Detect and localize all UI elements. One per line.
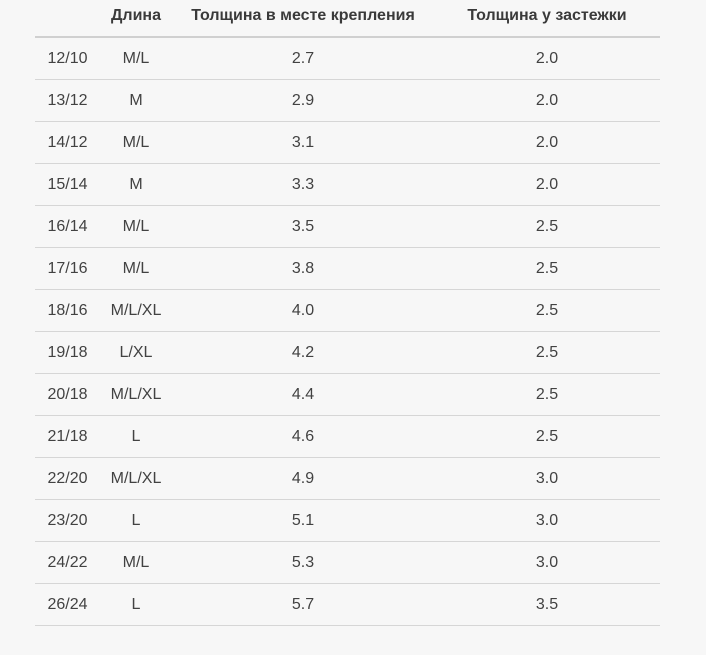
table-row: 22/20 M/L/XL 4.9 3.0 [35,457,660,500]
cell-thickness-mount: 4.9 [172,457,434,500]
cell-thickness-clasp: 2.0 [434,121,660,164]
cell-thickness-clasp: 2.0 [434,37,660,80]
cell-thickness-clasp: 2.0 [434,163,660,206]
cell-thickness-mount: 4.6 [172,415,434,458]
cell-thickness-clasp: 2.5 [434,205,660,248]
cell-thickness-clasp: 3.0 [434,457,660,500]
cell-size: 26/24 [35,583,100,626]
table-body: 12/10 M/L 2.7 2.0 13/12 M 2.9 2.0 14/12 … [35,37,660,626]
size-chart-container: Длина Толщина в месте крепления Толщина … [35,2,660,626]
size-chart-table: Длина Толщина в месте крепления Толщина … [35,2,660,626]
table-row: 17/16 M/L 3.8 2.5 [35,247,660,290]
cell-thickness-mount: 3.3 [172,163,434,206]
cell-length: M/L [100,37,172,80]
cell-thickness-mount: 3.5 [172,205,434,248]
cell-length: M [100,79,172,122]
cell-length: M/L/XL [100,457,172,500]
cell-length: M/L/XL [100,289,172,332]
cell-length: L [100,583,172,626]
table-row: 12/10 M/L 2.7 2.0 [35,37,660,80]
table-row: 13/12 M 2.9 2.0 [35,79,660,122]
cell-size: 16/14 [35,205,100,248]
col-header-length: Длина [100,2,172,38]
cell-thickness-mount: 5.7 [172,583,434,626]
col-header-thickness-clasp: Толщина у застежки [434,2,660,38]
cell-size: 14/12 [35,121,100,164]
cell-thickness-mount: 4.4 [172,373,434,416]
col-header-size [35,2,100,38]
cell-length: M/L [100,247,172,290]
cell-thickness-clasp: 2.0 [434,79,660,122]
cell-thickness-mount: 2.7 [172,37,434,80]
cell-thickness-clasp: 3.5 [434,583,660,626]
cell-length: M [100,163,172,206]
cell-length: M/L [100,541,172,584]
cell-thickness-mount: 2.9 [172,79,434,122]
cell-thickness-clasp: 2.5 [434,289,660,332]
cell-thickness-clasp: 2.5 [434,373,660,416]
cell-thickness-clasp: 3.0 [434,499,660,542]
cell-size: 13/12 [35,79,100,122]
cell-size: 23/20 [35,499,100,542]
cell-thickness-mount: 4.0 [172,289,434,332]
cell-length: M/L [100,205,172,248]
cell-length: L [100,499,172,542]
table-row: 24/22 M/L 5.3 3.0 [35,541,660,584]
cell-length: M/L [100,121,172,164]
cell-thickness-clasp: 3.0 [434,541,660,584]
table-header: Длина Толщина в месте крепления Толщина … [35,2,660,38]
cell-size: 19/18 [35,331,100,374]
cell-size: 20/18 [35,373,100,416]
cell-size: 21/18 [35,415,100,458]
cell-size: 17/16 [35,247,100,290]
table-row: 19/18 L/XL 4.2 2.5 [35,331,660,374]
table-header-row: Длина Толщина в месте крепления Толщина … [35,2,660,38]
cell-thickness-clasp: 2.5 [434,331,660,374]
table-row: 23/20 L 5.1 3.0 [35,499,660,542]
cell-size: 12/10 [35,37,100,80]
table-row: 20/18 M/L/XL 4.4 2.5 [35,373,660,416]
cell-length: M/L/XL [100,373,172,416]
cell-size: 22/20 [35,457,100,500]
cell-thickness-clasp: 2.5 [434,247,660,290]
table-row: 18/16 M/L/XL 4.0 2.5 [35,289,660,332]
table-row: 14/12 M/L 3.1 2.0 [35,121,660,164]
cell-size: 15/14 [35,163,100,206]
cell-thickness-mount: 3.8 [172,247,434,290]
table-row: 16/14 M/L 3.5 2.5 [35,205,660,248]
col-header-thickness-mount: Толщина в месте крепления [172,2,434,38]
cell-thickness-mount: 4.2 [172,331,434,374]
cell-thickness-clasp: 2.5 [434,415,660,458]
table-row: 21/18 L 4.6 2.5 [35,415,660,458]
table-row: 26/24 L 5.7 3.5 [35,583,660,626]
cell-size: 24/22 [35,541,100,584]
cell-size: 18/16 [35,289,100,332]
cell-thickness-mount: 3.1 [172,121,434,164]
table-row: 15/14 M 3.3 2.0 [35,163,660,206]
cell-thickness-mount: 5.1 [172,499,434,542]
cell-length: L [100,415,172,458]
cell-thickness-mount: 5.3 [172,541,434,584]
cell-length: L/XL [100,331,172,374]
